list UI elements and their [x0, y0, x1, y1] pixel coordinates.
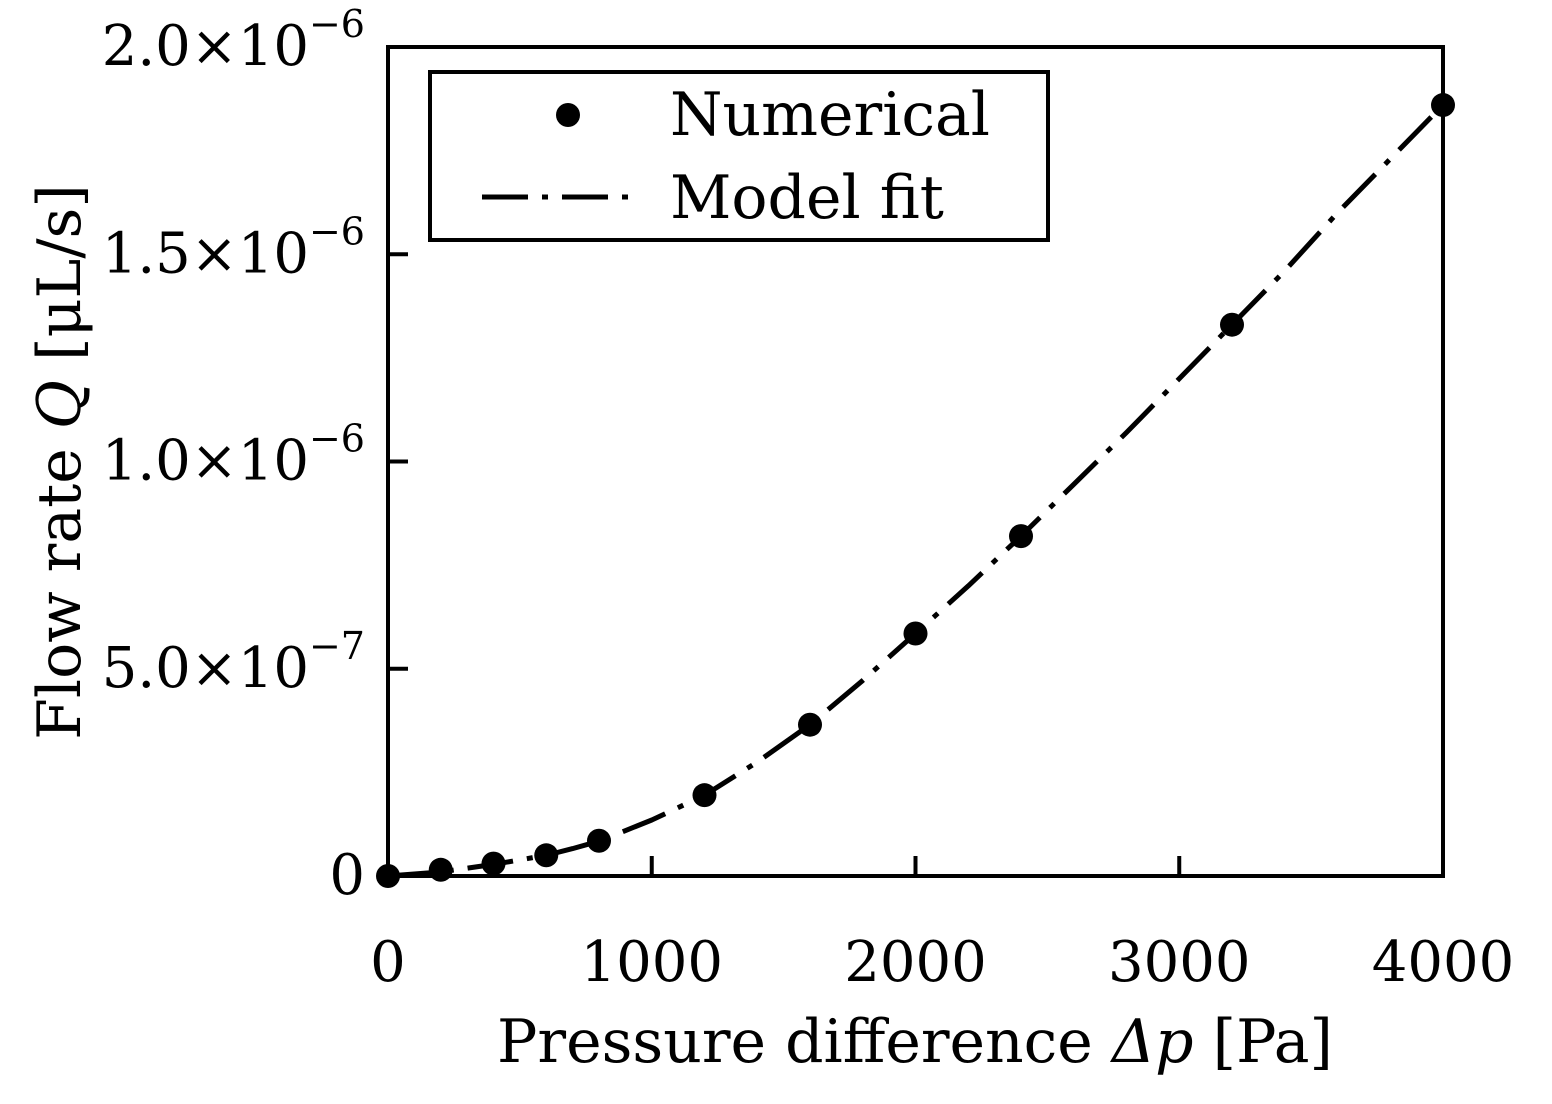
y-tick-label: 2.0×10−6 — [102, 2, 365, 79]
y-axis-title: Flow rate Q [μL/s] — [25, 184, 95, 739]
y-tick-label: 1.0×10−6 — [102, 417, 365, 494]
legend: Numerical Model fit — [428, 70, 1050, 242]
legend-box — [428, 70, 1050, 242]
plot-area — [376, 93, 1455, 888]
numerical-point — [1009, 524, 1033, 549]
x-tick-label: 4000 — [1372, 930, 1515, 995]
y-tick-label: 5.0×10−7 — [102, 624, 365, 701]
numerical-point — [587, 828, 611, 853]
numerical-point — [903, 621, 928, 646]
numerical-point — [1220, 312, 1244, 337]
numerical-point — [798, 712, 822, 737]
legend-model-fit-label: Model fit — [670, 163, 944, 233]
numerical-point — [428, 857, 453, 882]
model-fit-line — [387, 103, 1445, 879]
x-tick-label: 2000 — [844, 930, 987, 995]
legend-numerical-label: Numerical — [670, 80, 990, 150]
x-tick-label: 3000 — [1108, 930, 1251, 995]
numerical-point — [481, 851, 506, 876]
numerical-point — [692, 783, 717, 808]
y-tick-label: 0 — [329, 843, 365, 908]
y-tick-label: 1.5×10−6 — [102, 209, 365, 286]
x-tick-label: 0 — [370, 930, 406, 995]
legend-numerical-marker — [556, 103, 580, 127]
numerical-point — [534, 843, 559, 868]
x-tick-label: 1000 — [580, 930, 723, 995]
x-axis-title: Pressure difference Δp [Pa] — [497, 1007, 1333, 1077]
axes: 0 1000 2000 3000 4000 0 5.0×10−7 1.0×10−6 1.5×10… — [102, 2, 1515, 995]
